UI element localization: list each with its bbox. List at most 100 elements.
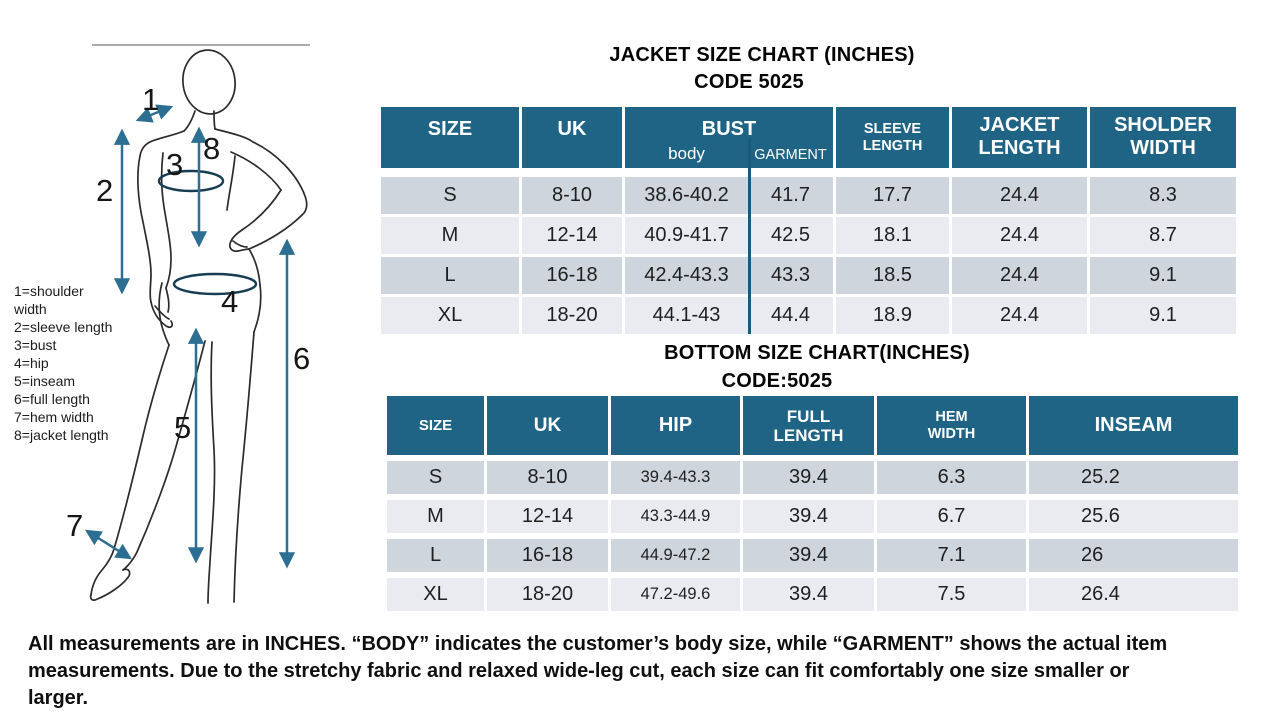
jacket-size-table: SIZE UK BUST body GARMENT SLEEVE LENGTH … [381,107,1236,334]
jacket-col-uk: UK [522,107,622,168]
table-cell: 18.1 [836,217,949,254]
table-cell: 44.9-47.2 [611,539,740,572]
table-cell: 8-10 [522,177,622,214]
body-measurement-figure [84,44,310,604]
bottom-col-uk: UK [487,396,608,455]
table-row: XL 18-20 47.2-49.6 39.4 7.5 26.4 [387,578,1238,611]
legend-item: 7=hem width [14,409,94,425]
table-cell: 25.2 [1029,461,1238,494]
table-cell: 12-14 [522,217,622,254]
figure-marker-3: 3 [166,147,184,182]
table-cell: 26.4 [1029,578,1238,611]
bottom-col-hip: HIP [611,396,740,455]
bottom-col-size: SIZE [387,396,484,455]
table-cell: 38.6-40.2 41.7 [625,177,833,214]
measurement-arrows [84,104,296,569]
table-cell: 18.9 [836,297,949,334]
table-cell: 39.4-43.3 [611,461,740,494]
table-cell: 39.4 [743,578,874,611]
hip-ellipse [172,272,258,296]
table-cell: 39.4 [743,539,874,572]
bottom-col-inseam: INSEAM [1029,396,1238,455]
jacket-chart-code: CODE 5025 [694,71,804,93]
bust-body-value: 44.1-43 [652,304,721,326]
legend-item: 5=inseam [14,373,76,389]
legend-item: 1=shoulder width [14,283,84,317]
table-cell: L [387,539,484,572]
table-cell: 40.9-41.7 42.5 [625,217,833,254]
bottom-size-table: SIZE UK HIP FULL LENGTH HEM WIDTH INSEAM… [387,396,1238,611]
table-cell: 8.7 [1090,217,1236,254]
table-cell: XL [381,297,519,334]
table-cell: 12-14 [487,500,608,533]
table-cell: S [387,461,484,494]
table-row: L 16-18 42.4-43.3 43.3 18.5 24.4 9.1 [381,257,1236,294]
jacket-col-jacket-length: JACKET LENGTH [952,107,1087,168]
bottom-chart-title: BOTTOM SIZE CHART(INCHES) [664,342,970,364]
table-cell: 17.7 [836,177,949,214]
figure-marker-2: 2 [96,173,114,208]
bottom-table-header: SIZE UK HIP FULL LENGTH HEM WIDTH INSEAM [387,396,1238,455]
table-cell: 16-18 [522,257,622,294]
bottom-col-full-length: FULL LENGTH [743,396,874,455]
bust-body-value: 40.9-41.7 [644,224,729,246]
table-cell: M [381,217,519,254]
jacket-col-bust-garment: GARMENT [754,147,827,163]
jacket-table-header: SIZE UK BUST body GARMENT SLEEVE LENGTH … [381,107,1236,168]
bust-body-value: 38.6-40.2 [644,184,729,206]
table-row: S 8-10 38.6-40.2 41.7 17.7 24.4 8.3 [381,177,1236,214]
jacket-col-bust-label: BUST [701,118,757,140]
table-cell: 7.1 [877,539,1026,572]
table-row: M 12-14 40.9-41.7 42.5 18.1 24.4 8.7 [381,217,1236,254]
bust-body-value: 42.4-43.3 [644,264,729,286]
table-row: M 12-14 43.3-44.9 39.4 6.7 25.6 [387,500,1238,533]
figure-marker-4: 4 [221,284,239,319]
table-cell: 24.4 [952,297,1087,334]
table-cell: 39.4 [743,500,874,533]
table-cell: XL [387,578,484,611]
table-cell: 18.5 [836,257,949,294]
table-cell: 18-20 [522,297,622,334]
table-cell: 47.2-49.6 [611,578,740,611]
table-cell: 6.3 [877,461,1026,494]
measurement-legend: 1=shoulder width 2=sleeve length 3=bust … [14,282,144,444]
head-outline [182,49,236,115]
jacket-chart-title: JACKET SIZE CHART (INCHES) [609,44,915,66]
table-cell: 39.4 [743,461,874,494]
table-cell: 43.3-44.9 [611,500,740,533]
figure-outline [89,49,308,604]
table-cell: 24.4 [952,217,1087,254]
bottom-chart-code: CODE:5025 [721,370,833,392]
legend-item: 3=bust [14,337,57,353]
legend-item: 8=jacket length [14,427,109,443]
table-cell: 26 [1029,539,1238,572]
table-cell: 25.6 [1029,500,1238,533]
table-cell: 18-20 [487,578,608,611]
bust-garment-value: 43.3 [771,264,810,286]
table-cell: 9.1 [1090,257,1236,294]
figure-marker-5: 5 [174,410,192,445]
table-cell: 44.1-43 44.4 [625,297,833,334]
figure-marker-6: 6 [293,341,311,376]
table-cell: 24.4 [952,257,1087,294]
table-row: S 8-10 39.4-43.3 39.4 6.3 25.2 [387,461,1238,494]
measurement-footnote: All measurements are in INCHES. “BODY” i… [28,633,1168,709]
table-cell: 16-18 [487,539,608,572]
legend-item: 6=full length [14,391,90,407]
bust-garment-value: 41.7 [771,184,810,206]
bottom-col-hem-width: HEM WIDTH [877,396,1026,455]
table-cell: L [381,257,519,294]
table-cell: S [381,177,519,214]
arrow-hem-width [84,529,133,560]
table-cell: M [387,500,484,533]
table-cell: 8-10 [487,461,608,494]
table-cell: 24.4 [952,177,1087,214]
jacket-col-size: SIZE [381,107,519,168]
jacket-col-bust-body: body [668,144,705,163]
table-cell: 7.5 [877,578,1026,611]
table-cell: 6.7 [877,500,1026,533]
jacket-col-shoulder-width: SHOLDER WIDTH [1090,107,1236,168]
bust-garment-value: 42.5 [771,224,810,246]
table-cell: 8.3 [1090,177,1236,214]
